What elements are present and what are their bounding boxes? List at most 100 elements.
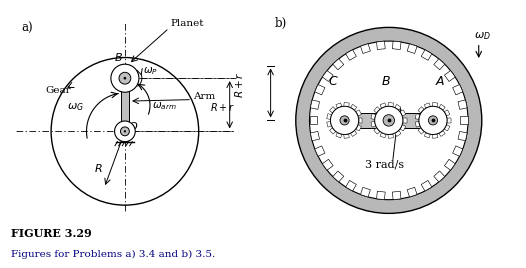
Circle shape [309,41,468,200]
Polygon shape [392,41,401,50]
Polygon shape [458,131,467,141]
Polygon shape [444,70,455,81]
Polygon shape [407,187,417,197]
Polygon shape [392,191,401,200]
Polygon shape [460,116,468,124]
Text: $R$: $R$ [94,162,103,174]
Circle shape [296,27,482,213]
Text: $\omega_P$: $\omega_P$ [143,65,158,77]
Polygon shape [394,104,401,110]
Polygon shape [380,133,386,138]
Circle shape [111,64,139,92]
Polygon shape [403,118,407,123]
Circle shape [119,72,131,84]
Polygon shape [453,84,463,95]
Polygon shape [458,100,467,109]
Text: $O$: $O$ [392,105,402,117]
Polygon shape [350,104,357,110]
Polygon shape [424,103,430,108]
Polygon shape [415,114,420,120]
Circle shape [124,130,126,132]
Text: $\omega_G$: $\omega_G$ [67,101,84,113]
Polygon shape [444,159,455,170]
Polygon shape [415,121,420,127]
Polygon shape [356,125,361,131]
Circle shape [383,115,394,126]
Polygon shape [374,107,380,113]
Text: b): b) [275,17,287,30]
Polygon shape [418,128,424,134]
Polygon shape [327,114,331,120]
Polygon shape [418,107,424,113]
Polygon shape [330,128,336,134]
Text: $B$: $B$ [114,51,123,63]
Circle shape [419,106,447,135]
Polygon shape [421,50,432,60]
Circle shape [115,121,135,142]
Polygon shape [388,102,393,107]
Circle shape [124,77,126,80]
Polygon shape [432,102,438,107]
Polygon shape [400,110,406,116]
Text: $r$: $r$ [113,68,119,80]
Polygon shape [346,180,357,191]
Polygon shape [371,114,376,120]
Circle shape [375,106,403,135]
Polygon shape [327,121,331,127]
Polygon shape [444,125,450,131]
Polygon shape [432,134,438,138]
Bar [331,113,446,128]
Polygon shape [333,59,344,70]
Polygon shape [439,131,445,136]
Polygon shape [424,133,430,138]
Polygon shape [315,84,325,95]
Text: $O$: $O$ [128,120,138,132]
Text: Arm: Arm [193,92,215,101]
Circle shape [330,106,359,135]
Polygon shape [315,146,325,156]
Circle shape [428,116,438,125]
Text: 3 rad/s: 3 rad/s [366,160,404,170]
Polygon shape [336,133,342,138]
Polygon shape [336,103,342,108]
Circle shape [340,116,349,125]
Polygon shape [359,118,362,123]
Polygon shape [388,134,393,138]
Text: $\omega_{arm}$: $\omega_{arm}$ [152,100,177,111]
Polygon shape [377,41,385,50]
Polygon shape [407,44,417,53]
Polygon shape [453,146,463,156]
Polygon shape [344,102,349,107]
Polygon shape [330,107,336,113]
Polygon shape [309,116,317,124]
Polygon shape [377,191,385,200]
Polygon shape [400,125,406,131]
Polygon shape [310,131,319,141]
Text: a): a) [22,22,33,35]
Polygon shape [421,180,432,191]
Text: FIGURE 3.29: FIGURE 3.29 [11,228,92,239]
Text: $R+r$: $R+r$ [210,101,235,113]
Circle shape [120,127,129,136]
Text: Gear: Gear [45,86,71,95]
Polygon shape [322,159,333,170]
Polygon shape [380,103,386,108]
Text: $A$: $A$ [434,75,445,88]
Text: $B$: $B$ [381,75,391,88]
Polygon shape [371,121,376,127]
Polygon shape [360,187,370,197]
Polygon shape [374,128,380,134]
Polygon shape [439,104,445,110]
Polygon shape [322,70,333,81]
Polygon shape [434,59,445,70]
Polygon shape [310,100,319,109]
Text: $\omega_D$: $\omega_D$ [474,30,491,42]
Polygon shape [346,50,357,60]
Text: $C$: $C$ [328,75,339,88]
Text: $R+r$: $R+r$ [232,71,245,98]
Polygon shape [360,44,370,53]
Polygon shape [434,171,445,182]
Bar [120,78,129,131]
Polygon shape [344,134,349,138]
Text: Figures for Problems a) 3.4 and b) 3.5.: Figures for Problems a) 3.4 and b) 3.5. [11,250,215,259]
